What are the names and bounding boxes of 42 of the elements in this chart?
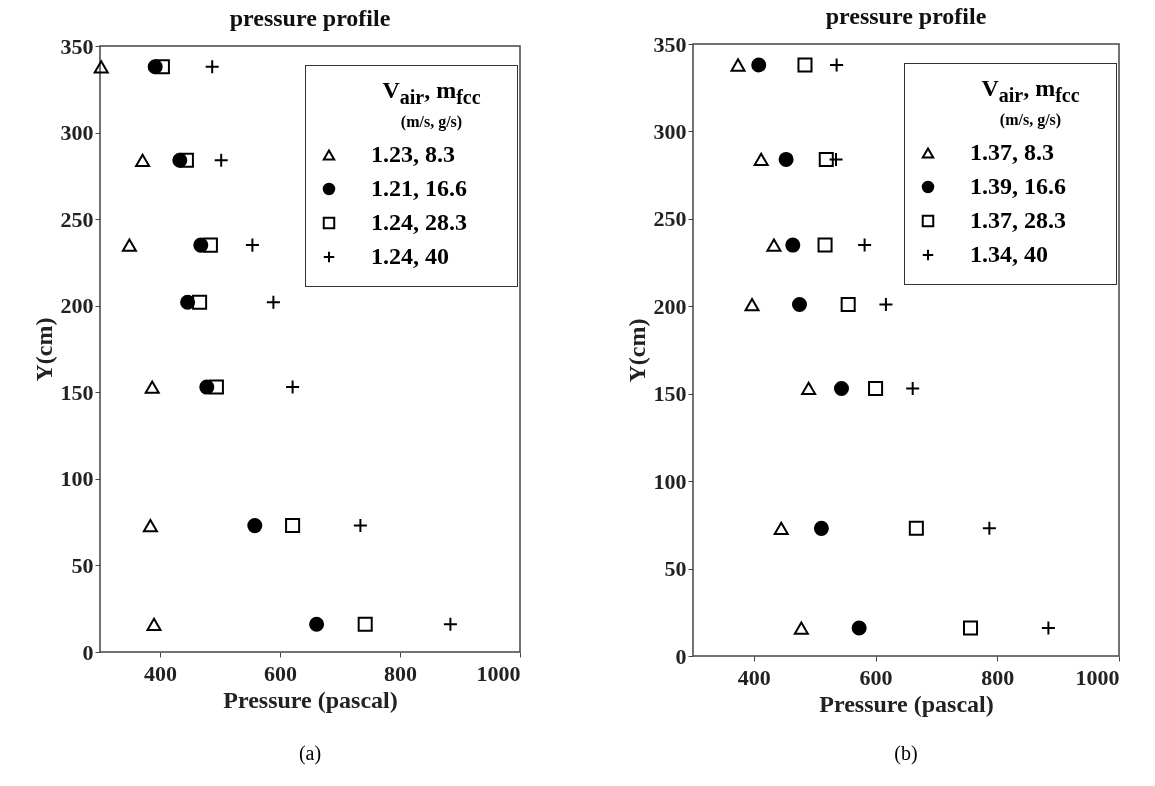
y-tick-label: 100 bbox=[60, 466, 94, 492]
y-tick-label: 100 bbox=[653, 468, 687, 494]
x-tick-label: 800 bbox=[384, 660, 417, 686]
legend-title: V$_{air}$, m$_{fcc}$ (m/s, g/s) bbox=[381, 76, 482, 133]
x-axis-title: Pressure (pascal) bbox=[223, 686, 398, 713]
chart-title: pressure profile bbox=[825, 3, 987, 29]
legend-label: 1.37, 28.3 bbox=[970, 207, 1066, 233]
y-tick-label: 50 bbox=[71, 552, 94, 578]
legend-label: 1.21, 16.6 bbox=[371, 175, 467, 201]
text: (a) bbox=[298, 742, 322, 765]
y-tick-label: 300 bbox=[60, 120, 94, 146]
x-tick-label: 1000 bbox=[476, 660, 521, 686]
y-tick-label: 50 bbox=[664, 556, 687, 582]
x-tick-label: 600 bbox=[859, 664, 893, 690]
y-tick-label: 200 bbox=[60, 293, 94, 319]
x-tick-label: 1000 bbox=[1075, 664, 1120, 690]
chart-title: pressure profile bbox=[229, 5, 391, 31]
text: (b) bbox=[894, 742, 918, 765]
y-tick-label: 250 bbox=[653, 206, 687, 232]
y-axis-title: Y(cm) bbox=[30, 317, 57, 382]
y-tick-label: 150 bbox=[60, 379, 94, 405]
legend-label: 1.23, 8.3 bbox=[371, 141, 455, 167]
x-tick-label: 800 bbox=[981, 664, 1015, 690]
y-tick-label: 250 bbox=[60, 206, 94, 232]
legend-label: 1.34, 40 bbox=[970, 241, 1048, 267]
x-tick-label: 400 bbox=[737, 664, 771, 690]
legend-label: 1.24, 28.3 bbox=[371, 209, 467, 235]
y-axis-title: Y(cm) bbox=[623, 318, 650, 383]
y-tick-label: 0 bbox=[82, 639, 94, 665]
legend-label: 1.37, 8.3 bbox=[970, 139, 1054, 165]
legend-label: 1.39, 16.6 bbox=[970, 173, 1066, 199]
y-tick-label: 0 bbox=[675, 643, 687, 669]
x-tick-label: 600 bbox=[264, 660, 297, 686]
x-axis-title: Pressure (pascal) bbox=[819, 690, 994, 717]
x-tick-label: 400 bbox=[144, 660, 177, 686]
legend-title: V$_{air}$, m$_{fcc}$ (m/s, g/s) bbox=[980, 74, 1081, 131]
y-tick-label: 150 bbox=[653, 381, 687, 407]
y-tick-label: 300 bbox=[653, 118, 687, 144]
y-tick-label: 350 bbox=[653, 31, 687, 57]
y-tick-label: 200 bbox=[653, 293, 687, 319]
y-tick-label: 350 bbox=[60, 33, 94, 59]
legend-label: 1.24, 40 bbox=[371, 243, 449, 269]
